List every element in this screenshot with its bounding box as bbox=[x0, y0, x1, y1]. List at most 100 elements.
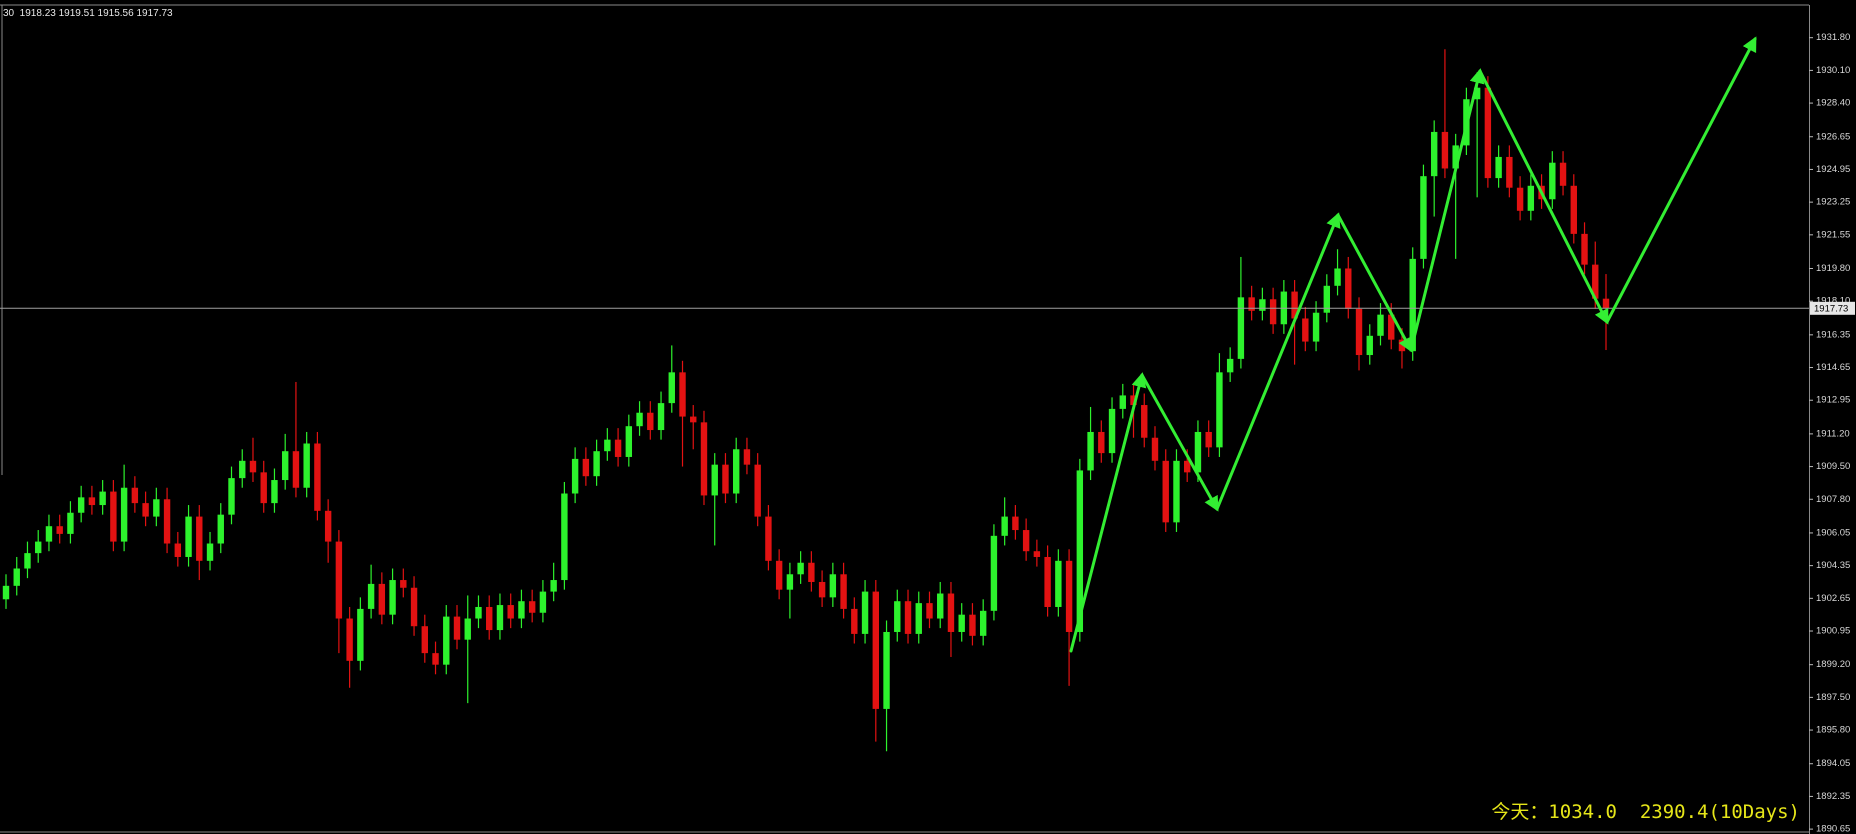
candle-body bbox=[829, 574, 837, 598]
candle-body bbox=[292, 451, 300, 488]
candle-body bbox=[314, 443, 321, 511]
candle-body bbox=[56, 526, 63, 534]
candle-body bbox=[582, 458, 590, 477]
candle-body bbox=[1216, 372, 1223, 448]
y-tick-label: 1928.40 bbox=[1816, 98, 1850, 109]
candle-body bbox=[1151, 437, 1159, 461]
candle-body bbox=[754, 464, 761, 517]
candle-body bbox=[1259, 299, 1266, 311]
candle-body bbox=[1033, 551, 1041, 557]
trend-arrow bbox=[1478, 69, 1609, 325]
candle-body bbox=[636, 412, 643, 427]
candle-body bbox=[571, 458, 579, 494]
candle-body bbox=[969, 614, 976, 636]
y-tick-label: 1902.65 bbox=[1816, 593, 1850, 604]
candle-body bbox=[647, 412, 654, 431]
y-tick-label: 1892.35 bbox=[1816, 791, 1850, 802]
candle-body bbox=[99, 491, 106, 506]
candle-body bbox=[174, 543, 182, 557]
candle-body bbox=[1098, 431, 1105, 454]
y-tick-label: 1914.65 bbox=[1816, 362, 1850, 373]
candle-body bbox=[153, 499, 160, 517]
y-tick-label: 1890.65 bbox=[1816, 824, 1850, 834]
candle-body bbox=[324, 510, 332, 542]
header: 30 1918.23 1919.51 1915.56 1917.73 bbox=[3, 8, 173, 19]
candle-body bbox=[550, 580, 557, 592]
candle-body bbox=[851, 608, 858, 634]
candle-body bbox=[937, 593, 944, 619]
candle-body bbox=[400, 580, 407, 588]
candle-body bbox=[1044, 556, 1051, 607]
y-tick-label: 1897.50 bbox=[1816, 692, 1850, 703]
candle-body bbox=[1409, 258, 1416, 352]
candle-body bbox=[453, 616, 461, 640]
y-tick-label: 1899.20 bbox=[1816, 659, 1850, 670]
candle-body bbox=[239, 460, 246, 479]
candle-body bbox=[1334, 268, 1341, 286]
candle-body bbox=[486, 606, 493, 631]
candle-body bbox=[1205, 431, 1212, 448]
candle-body bbox=[614, 439, 622, 457]
candle-body bbox=[110, 491, 117, 542]
candle-body bbox=[990, 535, 998, 611]
candle-body bbox=[711, 464, 718, 496]
candle-body bbox=[1087, 431, 1094, 471]
candle-body bbox=[475, 606, 482, 619]
y-tick-label: 1930.10 bbox=[1816, 65, 1850, 76]
candle-body bbox=[131, 487, 139, 504]
candle-body bbox=[185, 516, 192, 557]
candle-body bbox=[1248, 297, 1255, 311]
candle-body bbox=[1130, 395, 1137, 406]
candle-body bbox=[67, 512, 74, 534]
candle-body bbox=[120, 487, 128, 542]
candle-body bbox=[1441, 131, 1449, 169]
candle-body bbox=[1506, 156, 1513, 188]
candle-body bbox=[947, 593, 955, 632]
candle-body bbox=[206, 543, 214, 561]
candle-body bbox=[861, 591, 869, 634]
candle-body bbox=[1012, 516, 1019, 531]
trend-arrow bbox=[1069, 372, 1147, 653]
candle-body bbox=[604, 439, 611, 452]
candle-body bbox=[260, 472, 267, 504]
candle-body bbox=[679, 372, 686, 417]
trend-arrows bbox=[1069, 36, 1757, 653]
candle-body bbox=[1022, 530, 1030, 552]
candle-body bbox=[357, 608, 364, 661]
candle-body bbox=[2, 585, 10, 600]
candle-body bbox=[464, 618, 471, 640]
candle-body bbox=[1377, 314, 1384, 336]
candle-body bbox=[883, 631, 890, 709]
candle-body bbox=[77, 497, 85, 513]
candle-body bbox=[743, 449, 751, 465]
y-tick-label: 1894.05 bbox=[1816, 758, 1850, 769]
candle-body bbox=[1355, 308, 1363, 356]
candle-body bbox=[1184, 460, 1191, 473]
candle-body bbox=[518, 601, 525, 619]
candle-body bbox=[1473, 87, 1481, 100]
y-tick-label: 1912.95 bbox=[1816, 395, 1850, 406]
candle-body bbox=[378, 583, 386, 615]
candle-body bbox=[1345, 268, 1352, 309]
candle-body bbox=[1452, 145, 1459, 169]
candle-body bbox=[561, 493, 568, 581]
candle-body bbox=[421, 626, 428, 654]
candle-body bbox=[217, 514, 224, 544]
y-tick-label: 1918.10 bbox=[1816, 296, 1850, 307]
y-tick-label: 1909.50 bbox=[1816, 461, 1850, 472]
candle-body bbox=[1076, 470, 1084, 632]
candle-body bbox=[335, 541, 343, 619]
candle-body bbox=[1430, 131, 1438, 177]
candle-body bbox=[1194, 431, 1202, 473]
y-tick-label: 1923.25 bbox=[1816, 197, 1850, 208]
candle-body bbox=[249, 460, 257, 473]
candle-body bbox=[367, 583, 375, 609]
candle-body bbox=[625, 426, 633, 457]
candle-body bbox=[979, 610, 987, 636]
trend-arrow bbox=[1215, 212, 1341, 511]
candle-body bbox=[1495, 156, 1502, 179]
candle-body bbox=[690, 416, 697, 423]
y-tick-label: 1906.05 bbox=[1816, 527, 1850, 538]
candle-body bbox=[722, 464, 729, 494]
